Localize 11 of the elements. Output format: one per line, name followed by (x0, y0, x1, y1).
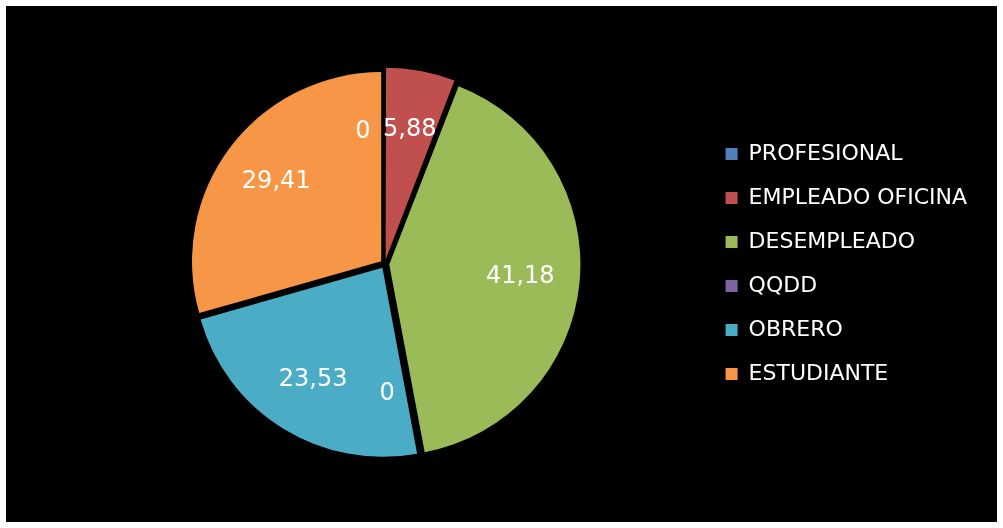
text: 0 (355, 115, 371, 144)
legend-label: DESEMPLEADO (748, 227, 915, 253)
text: 0 (379, 378, 395, 407)
legend-label: EMPLEADO OFICINA (748, 183, 967, 209)
data-label: 23,53 (278, 363, 348, 392)
legend-label: ESTUDIANTE (748, 359, 889, 385)
data-label: 41,18 (485, 260, 555, 289)
legend-label: OBRERO (748, 315, 843, 341)
legend-label: QQDD (748, 271, 818, 297)
data-label: 29,41 (241, 166, 311, 195)
legend-label: PROFESIONAL (748, 139, 904, 165)
